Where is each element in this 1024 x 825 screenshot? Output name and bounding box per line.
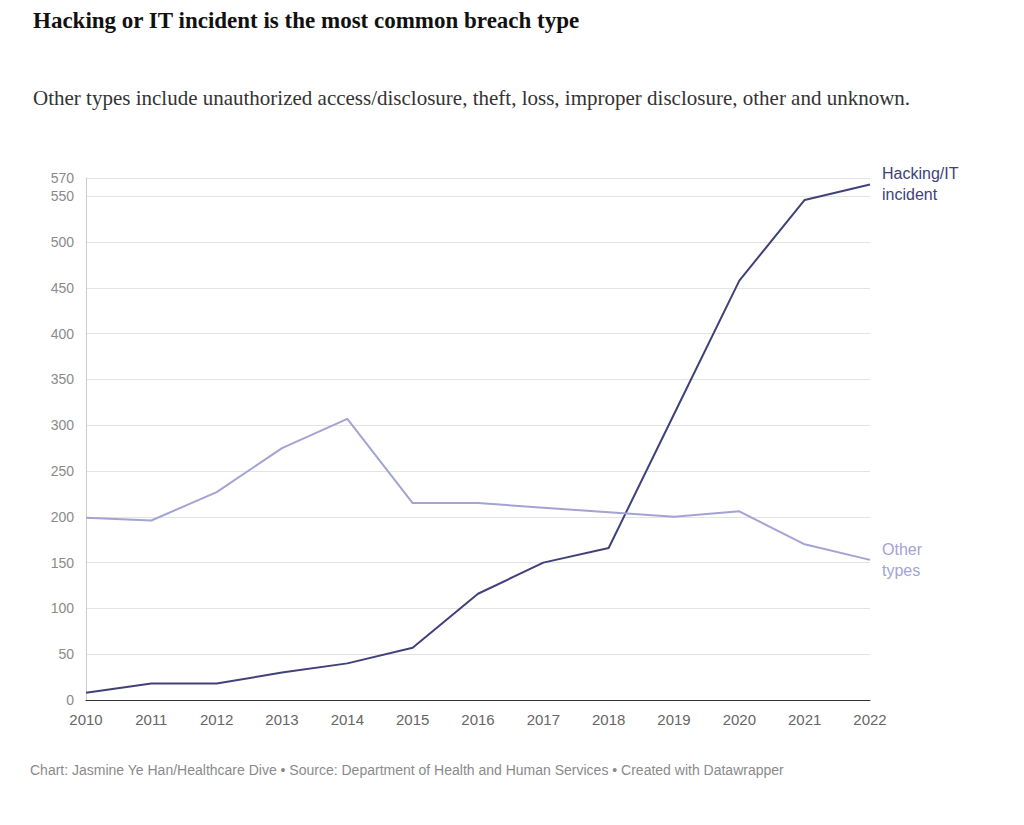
- svg-text:Chart: Jasmine Ye Han/Healthca: Chart: Jasmine Ye Han/Healthcare Dive • …: [30, 762, 784, 778]
- svg-text:570: 570: [51, 170, 75, 186]
- svg-text:0: 0: [66, 692, 74, 708]
- svg-text:550: 550: [51, 188, 75, 204]
- svg-text:2011: 2011: [135, 711, 167, 728]
- svg-text:400: 400: [51, 326, 75, 342]
- svg-text:2017: 2017: [527, 711, 560, 728]
- svg-text:150: 150: [51, 555, 75, 571]
- svg-text:2012: 2012: [200, 711, 233, 728]
- svg-text:450: 450: [51, 280, 75, 296]
- svg-text:types: types: [882, 562, 920, 579]
- svg-text:100: 100: [51, 600, 75, 616]
- svg-text:Other types include unauthoriz: Other types include unauthorized access/…: [33, 86, 910, 110]
- svg-text:2014: 2014: [331, 711, 364, 728]
- svg-text:300: 300: [51, 417, 75, 433]
- svg-text:2021: 2021: [788, 711, 821, 728]
- svg-text:250: 250: [51, 463, 75, 479]
- svg-text:200: 200: [51, 509, 75, 525]
- svg-text:350: 350: [51, 371, 75, 387]
- svg-text:2019: 2019: [657, 711, 690, 728]
- svg-text:2015: 2015: [396, 711, 429, 728]
- svg-text:2020: 2020: [723, 711, 756, 728]
- svg-text:incident: incident: [882, 186, 938, 203]
- svg-text:2016: 2016: [461, 711, 494, 728]
- svg-text:2018: 2018: [592, 711, 625, 728]
- svg-text:50: 50: [58, 646, 74, 662]
- svg-text:2013: 2013: [265, 711, 298, 728]
- svg-text:Hacking/IT: Hacking/IT: [882, 165, 959, 182]
- svg-text:500: 500: [51, 234, 75, 250]
- svg-text:2022: 2022: [853, 711, 886, 728]
- svg-text:Hacking or IT incident is the: Hacking or IT incident is the most commo…: [33, 8, 579, 33]
- svg-text:2010: 2010: [69, 711, 102, 728]
- svg-text:Other: Other: [882, 541, 923, 558]
